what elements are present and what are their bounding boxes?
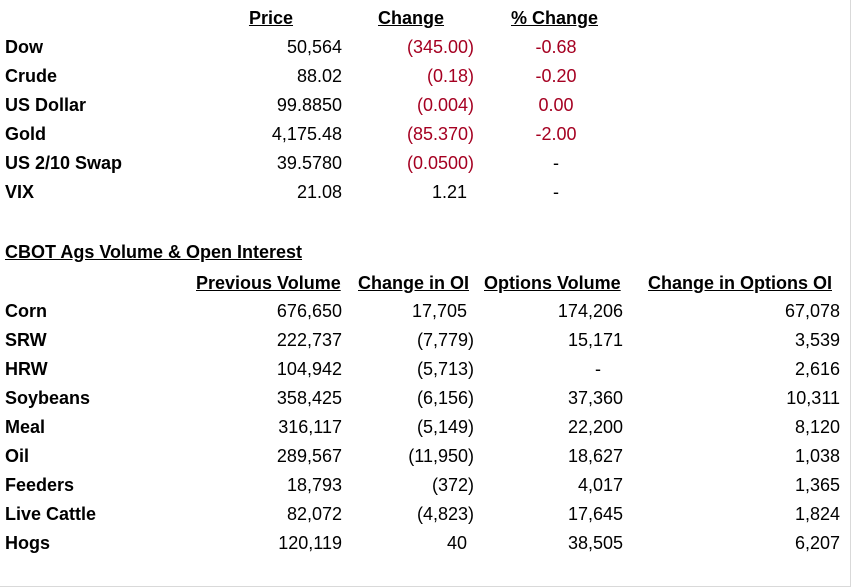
price-value: 50,564 bbox=[286, 37, 342, 57]
previous-volume-value: 222,737 bbox=[276, 330, 342, 350]
header-price: Price bbox=[248, 8, 294, 28]
change-in-oi-value: 40 bbox=[446, 533, 467, 553]
price-value: 88.02 bbox=[296, 66, 342, 86]
change-value: (0.0500) bbox=[406, 153, 474, 173]
price-value: 99.8850 bbox=[276, 95, 342, 115]
row-label: US Dollar bbox=[5, 95, 87, 115]
change-in-options-oi-value: 67,078 bbox=[784, 301, 840, 321]
change-in-options-oi-value: 6,207 bbox=[794, 533, 840, 553]
options-volume-value: - bbox=[595, 359, 601, 379]
previous-volume-value: 82,072 bbox=[286, 504, 342, 524]
row-label: Dow bbox=[5, 37, 43, 57]
change-in-oi-value: 17,705 bbox=[411, 301, 467, 321]
change-value: (0.18) bbox=[426, 66, 474, 86]
change-in-options-oi-value: 1,365 bbox=[794, 475, 840, 495]
price-value: 21.08 bbox=[296, 182, 342, 202]
change-in-options-oi-value: 3,539 bbox=[794, 330, 840, 350]
previous-volume-value: 104,942 bbox=[276, 359, 342, 379]
change-in-oi-value: (372) bbox=[431, 475, 474, 495]
pct-change-value: -0.20 bbox=[535, 66, 577, 86]
commodity-label: HRW bbox=[5, 359, 48, 379]
options-volume-value: 174,206 bbox=[557, 301, 623, 321]
options-volume-value: 18,627 bbox=[567, 446, 623, 466]
options-volume-value: 15,171 bbox=[567, 330, 623, 350]
commodity-label: Corn bbox=[5, 301, 47, 321]
row-label: VIX bbox=[5, 182, 35, 202]
change-in-options-oi-value: 8,120 bbox=[794, 417, 840, 437]
change-in-oi-value: (5,713) bbox=[416, 359, 474, 379]
previous-volume-value: 18,793 bbox=[286, 475, 342, 495]
change-value: (345.00) bbox=[406, 37, 474, 57]
commodity-label: Hogs bbox=[5, 533, 50, 553]
change-value: 1.21 bbox=[431, 182, 467, 202]
commodity-label: Feeders bbox=[5, 475, 75, 495]
commodity-label: Oil bbox=[5, 446, 30, 466]
header-change: Change bbox=[378, 8, 445, 28]
change-in-oi-value: (7,779) bbox=[416, 330, 474, 350]
change-in-oi-value: (6,156) bbox=[416, 388, 474, 408]
change-in-oi-value: (4,823) bbox=[416, 504, 474, 524]
previous-volume-value: 676,650 bbox=[276, 301, 342, 321]
header-change-in-oi: Change in OI bbox=[358, 273, 470, 293]
change-in-options-oi-value: 2,616 bbox=[794, 359, 840, 379]
change-in-oi-value: (5,149) bbox=[416, 417, 474, 437]
pct-change-value: - bbox=[553, 153, 559, 173]
pct-change-value: -0.68 bbox=[535, 37, 577, 57]
price-value: 39.5780 bbox=[276, 153, 342, 173]
previous-volume-value: 120,119 bbox=[278, 533, 342, 553]
options-volume-value: 37,360 bbox=[567, 388, 623, 408]
section-title: CBOT Ags Volume & Open Interest bbox=[5, 242, 303, 262]
commodity-label: Meal bbox=[5, 417, 46, 437]
header-options-volume: Options Volume bbox=[484, 273, 621, 293]
header-change-in-options-oi: Change in Options OI bbox=[648, 273, 832, 293]
change-in-options-oi-value: 1,824 bbox=[794, 504, 840, 524]
commodity-label: Soybeans bbox=[5, 388, 91, 408]
change-in-options-oi-value: 10,311 bbox=[786, 388, 840, 408]
options-volume-value: 22,200 bbox=[567, 417, 623, 437]
previous-volume-value: 358,425 bbox=[276, 388, 342, 408]
pct-change-value: 0.00 bbox=[538, 95, 574, 115]
commodity-label: Live Cattle bbox=[5, 504, 97, 524]
options-volume-value: 17,645 bbox=[567, 504, 623, 524]
commodity-label: SRW bbox=[5, 330, 47, 350]
pct-change-value: - bbox=[553, 182, 559, 202]
price-value: 4,175.48 bbox=[271, 124, 342, 144]
options-volume-value: 4,017 bbox=[577, 475, 623, 495]
header-pct-change: % Change bbox=[511, 8, 599, 28]
change-value: (85.370) bbox=[406, 124, 474, 144]
change-value: (0.004) bbox=[416, 95, 474, 115]
row-label: US 2/10 Swap bbox=[5, 153, 123, 173]
previous-volume-value: 316,117 bbox=[278, 417, 342, 437]
pct-change-value: -2.00 bbox=[535, 124, 577, 144]
row-label: Crude bbox=[5, 66, 58, 86]
header-previous-volume: Previous Volume bbox=[196, 273, 341, 293]
row-label: Gold bbox=[5, 124, 46, 144]
change-in-options-oi-value: 1,038 bbox=[794, 446, 840, 466]
previous-volume-value: 289,567 bbox=[276, 446, 342, 466]
options-volume-value: 38,505 bbox=[567, 533, 623, 553]
change-in-oi-value: (11,950) bbox=[408, 446, 474, 466]
